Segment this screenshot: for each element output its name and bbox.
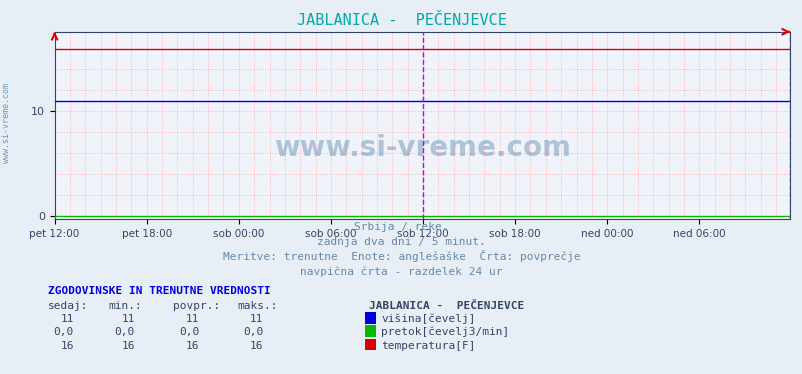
Text: zadnja dva dni / 5 minut.: zadnja dva dni / 5 minut. <box>317 237 485 247</box>
Text: povpr.:: povpr.: <box>172 301 220 310</box>
Text: www.si-vreme.com: www.si-vreme.com <box>2 83 11 163</box>
Text: JABLANICA -  PEČENJEVCE: JABLANICA - PEČENJEVCE <box>369 301 524 310</box>
Text: 0,0: 0,0 <box>115 327 135 337</box>
Text: JABLANICA -  PEČENJEVCE: JABLANICA - PEČENJEVCE <box>296 13 506 28</box>
Text: višina[čevelj]: višina[čevelj] <box>381 313 476 324</box>
Text: 0,0: 0,0 <box>243 327 263 337</box>
Text: 16: 16 <box>185 341 199 350</box>
Text: Meritve: trenutne  Enote: anglešaške  Črta: povprečje: Meritve: trenutne Enote: anglešaške Črta… <box>222 250 580 262</box>
Text: 16: 16 <box>60 341 74 350</box>
Text: 11: 11 <box>60 314 74 324</box>
Text: 16: 16 <box>249 341 263 350</box>
Text: www.si-vreme.com: www.si-vreme.com <box>273 134 570 162</box>
Text: 0,0: 0,0 <box>54 327 74 337</box>
Text: min.:: min.: <box>108 301 142 310</box>
Text: 0,0: 0,0 <box>179 327 199 337</box>
Text: 16: 16 <box>121 341 135 350</box>
Text: pretok[čevelj3/min]: pretok[čevelj3/min] <box>381 326 509 337</box>
Text: sedaj:: sedaj: <box>48 301 88 310</box>
Text: temperatura[F]: temperatura[F] <box>381 341 476 350</box>
Text: maks.:: maks.: <box>237 301 277 310</box>
Text: Srbija / reke.: Srbija / reke. <box>354 222 448 232</box>
Text: navpična črta - razdelek 24 ur: navpična črta - razdelek 24 ur <box>300 266 502 277</box>
Text: 11: 11 <box>185 314 199 324</box>
Text: 11: 11 <box>249 314 263 324</box>
Text: 11: 11 <box>121 314 135 324</box>
Text: ZGODOVINSKE IN TRENUTNE VREDNOSTI: ZGODOVINSKE IN TRENUTNE VREDNOSTI <box>48 286 270 295</box>
